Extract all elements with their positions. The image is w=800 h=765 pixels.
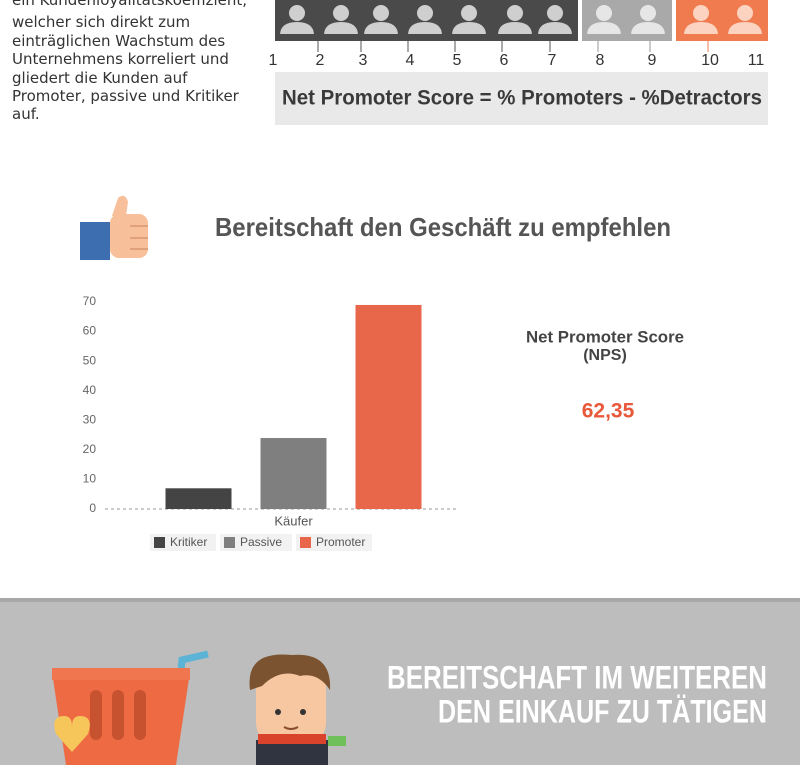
person-head bbox=[289, 5, 305, 21]
intro-line: welcher sich direkt zum bbox=[12, 13, 190, 31]
person-body bbox=[408, 22, 442, 34]
character-icon bbox=[249, 654, 346, 765]
person-head bbox=[737, 5, 753, 21]
legend-item-bg bbox=[150, 534, 216, 551]
scale-label: 2 bbox=[316, 52, 325, 69]
person-body bbox=[684, 22, 718, 34]
y-tick-label: 0 bbox=[89, 501, 96, 515]
nps-label-short: (NPS) bbox=[583, 347, 627, 364]
legend-item-bg bbox=[220, 534, 292, 551]
scale-label: 10 bbox=[701, 52, 719, 69]
scale-label: 3 bbox=[359, 52, 368, 69]
passive-box bbox=[582, 0, 672, 41]
chart: 0 10 20 30 40 50 60 70 Käufer Kritiker Passive Prom… bbox=[83, 294, 458, 551]
person-head bbox=[547, 5, 563, 21]
person-head bbox=[461, 5, 477, 21]
person-head bbox=[333, 5, 349, 21]
person-head bbox=[693, 5, 709, 21]
intro-text: ein Kundenloyalitätskoeffizient, welcher… bbox=[12, 0, 247, 123]
legend-label: Passive bbox=[240, 535, 282, 549]
person-head bbox=[596, 5, 612, 21]
chart-title: Bereitschaft den Geschäft zu empfehlen bbox=[215, 212, 671, 242]
legend-label: Kritiker bbox=[170, 535, 207, 549]
scale-label: 11 bbox=[748, 52, 765, 69]
intro-line: auf. bbox=[12, 105, 40, 123]
formula-box bbox=[275, 72, 768, 125]
scale-label: 6 bbox=[500, 52, 509, 69]
intro-line: Unternehmens korreliert und bbox=[12, 50, 229, 68]
person-body bbox=[538, 22, 572, 34]
scale-label: 5 bbox=[453, 52, 462, 69]
scale-label: 9 bbox=[648, 52, 657, 69]
person-head bbox=[417, 5, 433, 21]
intro-line: gliedert die Kunden auf bbox=[12, 69, 188, 87]
person-body bbox=[324, 22, 358, 34]
legend-swatch bbox=[224, 537, 235, 548]
promoter-box bbox=[676, 0, 768, 41]
person-body bbox=[364, 22, 398, 34]
y-tick-label: 10 bbox=[83, 472, 97, 486]
intro-line: Promoter, passive und Kritiker bbox=[12, 87, 240, 105]
people-icons bbox=[280, 5, 762, 34]
x-tick-label: Käufer bbox=[274, 513, 313, 528]
scale-label: 7 bbox=[548, 52, 557, 69]
person-head bbox=[373, 5, 389, 21]
scale-label: 1 bbox=[269, 52, 278, 69]
intro-line: einträglichen Wachstum des bbox=[12, 32, 225, 50]
bar bbox=[260, 438, 327, 509]
scale: 1 2 3 4 5 6 7 8 9 10 11 bbox=[269, 41, 765, 69]
basket-icon bbox=[52, 650, 209, 765]
person-body bbox=[498, 22, 532, 34]
thumb-icon bbox=[80, 195, 148, 260]
scale-label: 8 bbox=[596, 52, 605, 69]
legend-swatch bbox=[300, 537, 311, 548]
y-tick-label: 20 bbox=[83, 442, 97, 456]
nps-value: 62,35 bbox=[582, 400, 635, 423]
person-body bbox=[631, 22, 665, 34]
y-tick-label: 70 bbox=[83, 294, 97, 308]
person-body bbox=[280, 22, 314, 34]
y-tick-label: 40 bbox=[83, 383, 97, 397]
legend-item-bg bbox=[296, 534, 372, 551]
legend-label: Promoter bbox=[316, 535, 365, 549]
y-tick-label: 50 bbox=[83, 353, 97, 367]
intro-line: ein Kundenloyalitätskoeffizient, bbox=[12, 0, 247, 9]
person-body bbox=[452, 22, 486, 34]
bar bbox=[165, 488, 232, 509]
person-head bbox=[507, 5, 523, 21]
nps-label: Net Promoter Score bbox=[526, 327, 684, 346]
formula: Net Promoter Score = % Promoters - %Detr… bbox=[282, 87, 762, 110]
legend-swatch bbox=[154, 537, 165, 548]
y-tick-label: 30 bbox=[83, 412, 97, 426]
person-body bbox=[587, 22, 621, 34]
banner-line: BEREITSCHAFT IM WEITEREN bbox=[387, 659, 767, 695]
person-head bbox=[640, 5, 656, 21]
y-tick-label: 60 bbox=[83, 324, 97, 338]
person-body bbox=[728, 22, 762, 34]
banner-edge bbox=[0, 598, 800, 602]
banner-line: DEN EINKAUF ZU TÄTIGEN bbox=[438, 693, 767, 729]
scale-label: 4 bbox=[406, 52, 415, 69]
bar bbox=[355, 304, 422, 509]
